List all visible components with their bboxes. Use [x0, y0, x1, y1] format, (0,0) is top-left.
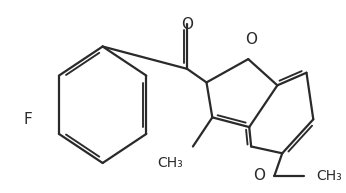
Text: O: O: [245, 31, 257, 47]
Text: O: O: [181, 17, 193, 32]
Text: CH₃: CH₃: [316, 169, 342, 183]
Text: O: O: [253, 168, 265, 183]
Text: CH₃: CH₃: [157, 156, 183, 170]
Text: F: F: [23, 112, 32, 127]
